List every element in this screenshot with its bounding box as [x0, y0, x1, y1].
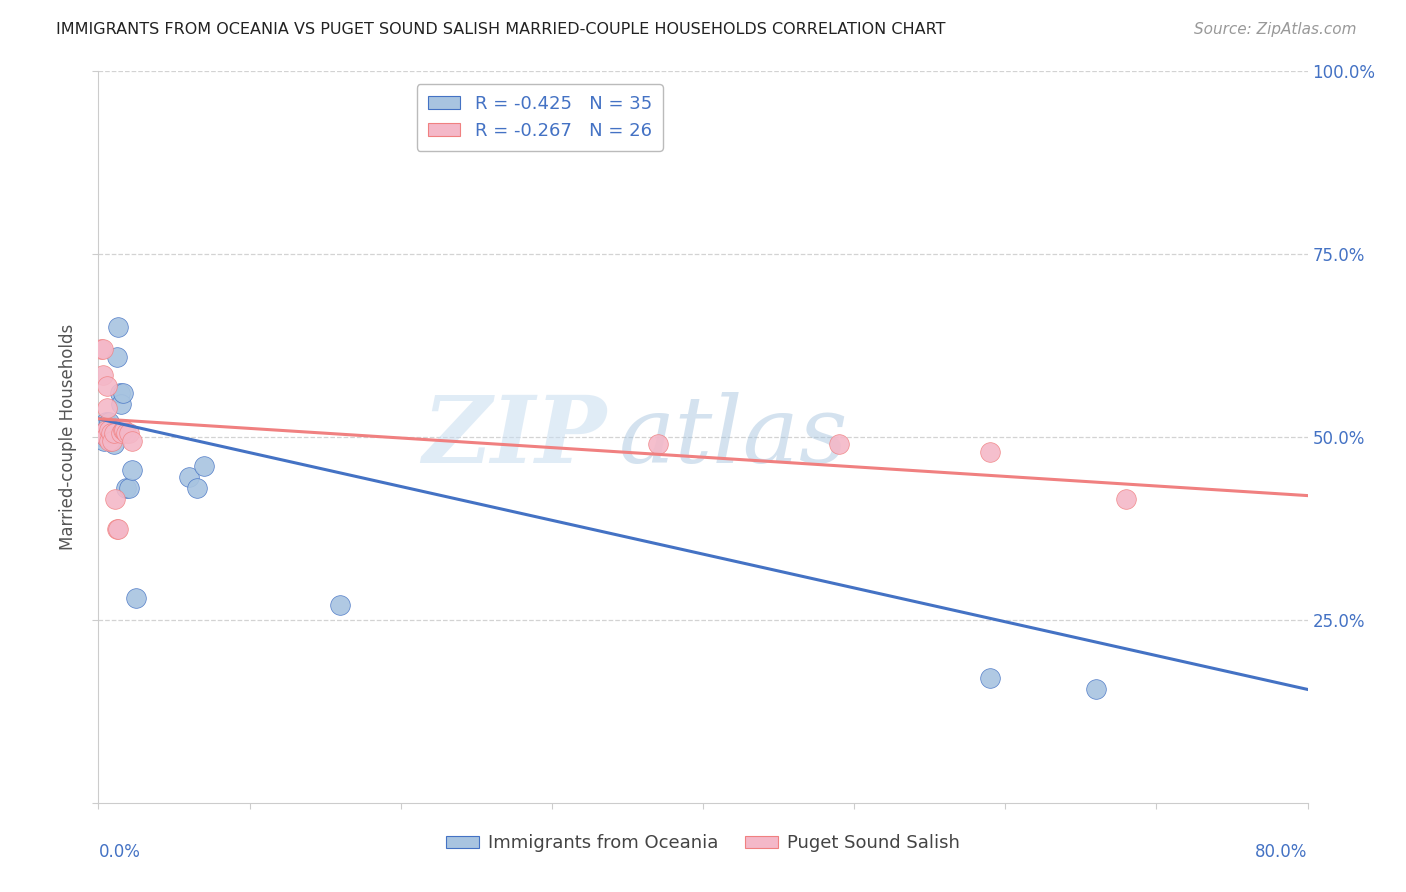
Point	[91, 430, 114, 444]
Point	[93, 426, 115, 441]
Point	[114, 481, 136, 495]
Text: IMMIGRANTS FROM OCEANIA VS PUGET SOUND SALISH MARRIED-COUPLE HOUSEHOLDS CORRELAT: IMMIGRANTS FROM OCEANIA VS PUGET SOUND S…	[56, 22, 946, 37]
Point	[108, 386, 131, 401]
Point	[96, 423, 118, 437]
Point	[105, 350, 128, 364]
Point	[125, 591, 148, 605]
Point	[94, 423, 117, 437]
Point	[94, 416, 117, 430]
Point	[104, 492, 127, 507]
Point	[110, 397, 132, 411]
Point	[103, 437, 125, 451]
Point	[118, 426, 141, 441]
Point	[112, 423, 135, 437]
Point	[179, 470, 201, 484]
Point	[193, 459, 215, 474]
Point	[98, 434, 121, 448]
Text: Source: ZipAtlas.com: Source: ZipAtlas.com	[1194, 22, 1357, 37]
Point	[114, 426, 136, 441]
Point	[107, 320, 129, 334]
Y-axis label: Married-couple Households: Married-couple Households	[59, 324, 77, 550]
Point	[647, 437, 669, 451]
Point	[103, 426, 125, 441]
Point	[110, 426, 132, 441]
Point	[98, 416, 121, 430]
Text: 0.0%: 0.0%	[98, 843, 141, 861]
Point	[91, 343, 114, 357]
Point	[111, 423, 134, 437]
Point	[96, 430, 118, 444]
Point	[96, 401, 118, 415]
Point	[94, 423, 117, 437]
Point	[111, 386, 134, 401]
Point	[979, 672, 1001, 686]
Point	[104, 426, 127, 441]
Point	[91, 426, 114, 441]
Point	[91, 368, 114, 382]
Point	[1085, 682, 1108, 697]
Point	[93, 419, 115, 434]
Point	[93, 426, 115, 441]
Point	[103, 430, 125, 444]
Point	[1115, 492, 1137, 507]
Legend: Immigrants from Oceania, Puget Sound Salish: Immigrants from Oceania, Puget Sound Sal…	[439, 827, 967, 860]
Point	[94, 430, 117, 444]
Point	[94, 430, 117, 444]
Point	[329, 599, 352, 613]
Point	[101, 423, 124, 437]
Point	[93, 434, 115, 448]
Point	[100, 434, 122, 448]
Point	[186, 481, 208, 495]
Text: 80.0%: 80.0%	[1256, 843, 1308, 861]
Text: atlas: atlas	[619, 392, 848, 482]
Point	[101, 434, 124, 448]
Point	[107, 521, 129, 535]
Point	[118, 481, 141, 495]
Point	[979, 444, 1001, 458]
Point	[100, 426, 122, 441]
Text: ZIP: ZIP	[422, 392, 606, 482]
Point	[98, 423, 121, 437]
Point	[96, 379, 118, 393]
Point	[90, 423, 112, 437]
Point	[828, 437, 851, 451]
Point	[90, 343, 112, 357]
Point	[121, 463, 143, 477]
Point	[121, 434, 143, 448]
Point	[98, 426, 121, 441]
Point	[101, 430, 124, 444]
Point	[100, 430, 122, 444]
Point	[105, 521, 128, 535]
